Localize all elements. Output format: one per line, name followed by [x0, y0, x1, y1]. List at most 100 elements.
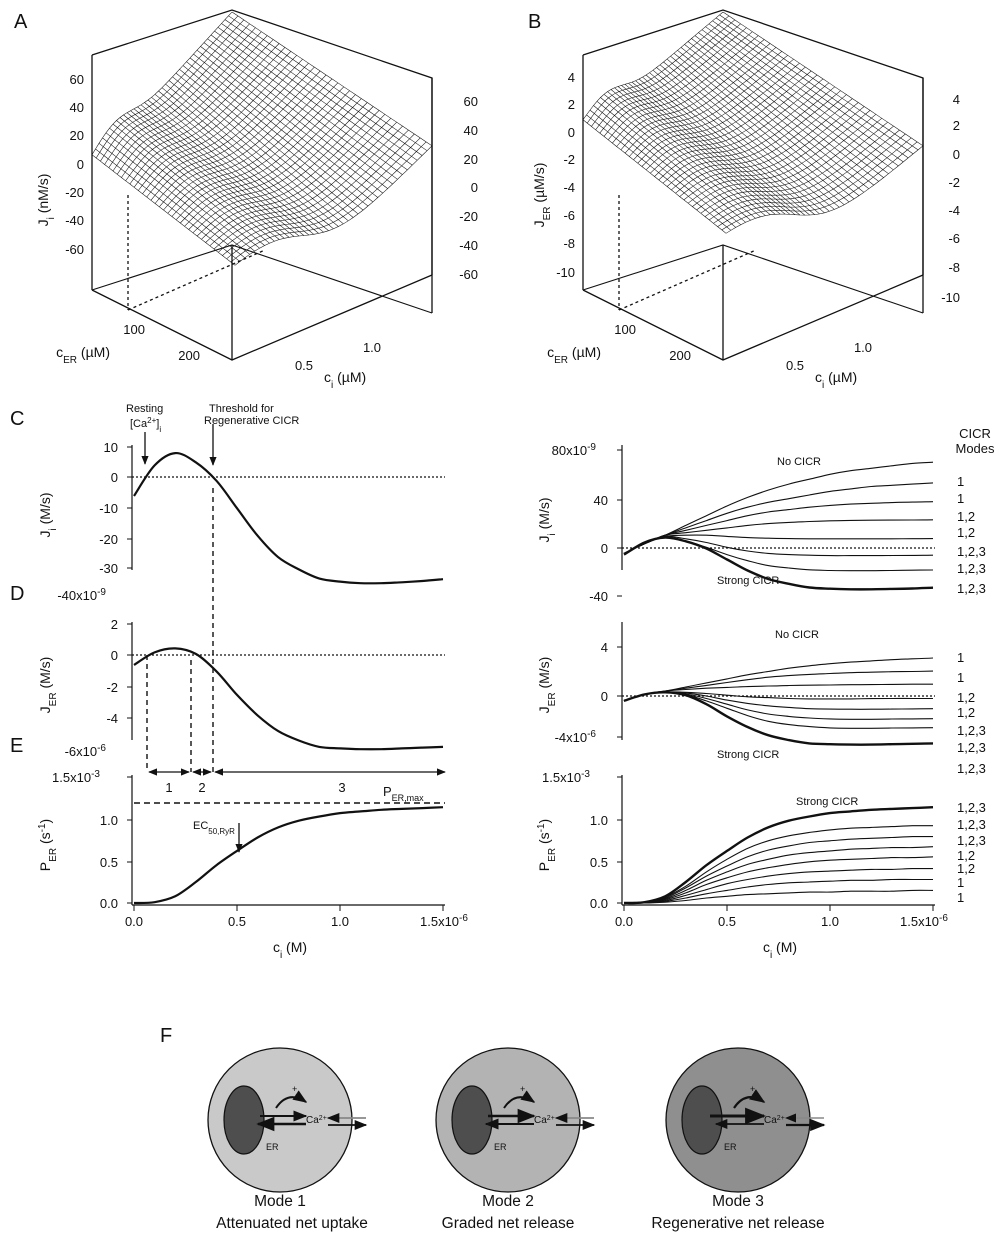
- panel-e-right-ytick-05: 0.5: [590, 855, 608, 870]
- panel-e-right-xtick-1: 1.0: [821, 914, 839, 929]
- mesh-line: [721, 141, 918, 231]
- er-label: ER: [724, 1142, 737, 1152]
- mesh-line: [595, 23, 741, 130]
- panel-d-right-mode-5: 1,2,3: [957, 740, 986, 755]
- panel-f: Ca2+ + ER Mode 1 Attenuated net uptake C…: [207, 1047, 826, 1232]
- panel-letter-f: F: [160, 1025, 172, 1047]
- mesh-line: [713, 133, 906, 224]
- panel-d-right-ytick-0: 0: [601, 689, 608, 704]
- panel-c-ytick-bottom: -40x10-9: [57, 587, 106, 604]
- panel-e-right-xtick-0: 0.0: [615, 914, 633, 929]
- panel-d-right-mode-4: 1,2,3: [957, 723, 986, 738]
- panel-e-curve: [133, 806, 444, 905]
- series-line-5: [623, 534, 934, 554]
- mesh-line: [704, 125, 894, 217]
- surface-a-zt-l6: -60: [65, 242, 84, 257]
- mesh-line: [658, 82, 830, 181]
- panel-c-right-no-cicr: No CICR: [777, 456, 821, 468]
- mesh-line: [599, 27, 747, 134]
- cell-1-mode: Mode 1: [254, 1193, 306, 1210]
- panel-c-right-ytick-40: 40: [594, 493, 608, 508]
- panel-e-xtick-0: 0.0: [125, 914, 143, 929]
- mesh-line: [696, 118, 882, 211]
- surface-b-z-ticks-right: 4 2 0 -2 -4 -6 -8 -10: [941, 92, 960, 305]
- surface-a-zt-r5: -40: [459, 238, 478, 253]
- surface-b-zt-r3: -2: [948, 175, 960, 190]
- cell-mode-1: Ca2+ + ER: [207, 1047, 368, 1193]
- surface-b-zt-l5: -6: [563, 208, 575, 223]
- panel-d-right-ylabel: JER (M/s): [536, 657, 558, 714]
- mesh-line: [671, 94, 847, 191]
- cell-1-caption: Attenuated net uptake: [216, 1215, 368, 1232]
- panel-e-ytick-05: 0.5: [100, 855, 118, 870]
- panel-d-ytick-m4: -4: [106, 711, 118, 726]
- surface-a-zt-l3: 0: [77, 157, 84, 172]
- series-line-2: [623, 482, 934, 554]
- panel-c-right-mode-2: 1,2: [957, 509, 975, 524]
- mesh-line: [171, 86, 344, 217]
- surface-plot-b: 4 2 0 -2 -4 -6 -8 -10 4 2 0 -2 -4 -6 -8 …: [531, 9, 960, 391]
- series-line-2: [623, 825, 934, 904]
- series-line-8: [623, 889, 934, 904]
- panel-e-ytick-top: 1.5x10-3: [52, 769, 100, 786]
- er-organelle: [451, 1085, 493, 1155]
- panel-e-right-mode-6: 1: [957, 890, 964, 905]
- surface-a-cer-label: cER (µM): [56, 344, 110, 366]
- panel-c-right-mode-6: 1,2,3: [957, 581, 986, 596]
- mesh-line: [582, 11, 724, 120]
- surface-a-zt-r1: 40: [464, 123, 478, 138]
- panel-d-right-curves: [623, 657, 934, 746]
- mesh-line: [100, 19, 245, 162]
- panel-d-region-1: 1: [165, 780, 172, 795]
- surface-b-zt-l4: -4: [563, 180, 575, 195]
- series-line-4: [623, 519, 934, 554]
- panel-c-right-header-2: Modes: [955, 441, 995, 456]
- panel-letter-e: E: [10, 735, 23, 757]
- panel-e-ylabel: PER (s-1): [37, 819, 59, 871]
- series-line-4: [623, 846, 934, 904]
- surface-b-cer-label: cER (µM): [547, 344, 601, 366]
- panel-e-xticks-marks: [133, 905, 444, 911]
- panel-c: 10 0 -10 -20 -30 -40x10-9 Ji (M/s) Resti…: [37, 403, 445, 603]
- surface-b-zt-l0: 4: [568, 70, 575, 85]
- surface-a-zt-l5: -40: [65, 213, 84, 228]
- mesh-line: [209, 122, 397, 247]
- mesh-line: [91, 11, 233, 155]
- mesh-line: [666, 90, 841, 187]
- surface-a-zt-r0: 60: [464, 94, 478, 109]
- mesh-line: [163, 78, 333, 211]
- series-line-8: [623, 691, 934, 746]
- surface-b-zt-l7: -10: [556, 265, 575, 280]
- mesh-line: [104, 23, 250, 165]
- cell-2-caption: Graded net release: [442, 1215, 575, 1232]
- panel-d-ytick-m2: -2: [106, 680, 118, 695]
- cell-body: [665, 1047, 811, 1193]
- surface-b-cer-tick-100: 100: [614, 322, 636, 337]
- surface-b-box: [582, 9, 924, 361]
- surface-a-zt-l4: -20: [65, 185, 84, 200]
- panel-e-right-ytick-marks: [617, 776, 622, 904]
- mesh-line: [205, 118, 391, 243]
- panel-d-right-ticks: [617, 646, 622, 738]
- mesh-line: [725, 145, 924, 234]
- surface-a-z-ticks-left: 60 40 20 0 -20 -40 -60: [65, 72, 84, 257]
- mesh-line: [121, 39, 274, 178]
- panel-c-curve: [133, 451, 444, 585]
- mesh-line: [662, 86, 835, 184]
- panel-c-resting-text1: Resting: [126, 403, 163, 415]
- panel-d-right-ytick-4: 4: [601, 640, 608, 655]
- panel-c-right-mode-4: 1,2,3: [957, 544, 986, 559]
- ca-label: Ca2+: [534, 1115, 555, 1127]
- cicr-arc-arrow: [733, 1089, 766, 1109]
- mesh-line: [196, 110, 380, 237]
- panel-d-right-mode-3: 1,2: [957, 705, 975, 720]
- surface-b-zt-r5: -6: [948, 231, 960, 246]
- cell-3-caption: Regenerative net release: [651, 1215, 824, 1232]
- panel-c-threshold-text1: Threshold for: [209, 403, 274, 415]
- panel-e-right-mode-3: 1,2: [957, 848, 975, 863]
- cell-2-mode: Mode 2: [482, 1193, 534, 1210]
- mesh-line: [192, 106, 374, 233]
- mesh-line: [603, 31, 753, 137]
- panel-d-right-mode-0: 1: [957, 650, 964, 665]
- mesh-line: [654, 78, 824, 177]
